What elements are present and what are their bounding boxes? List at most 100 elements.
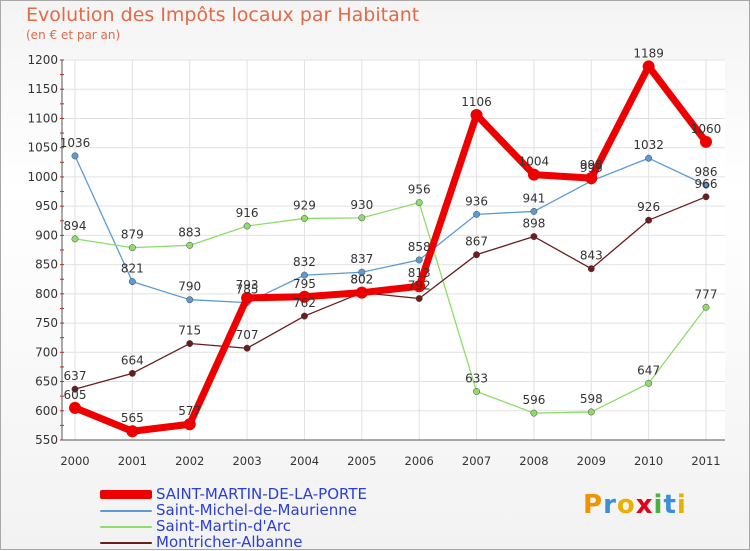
y-tick-label: 1200: [27, 53, 58, 67]
data-point: [702, 303, 710, 311]
data-point: [645, 154, 653, 162]
data-label: 832: [293, 255, 316, 269]
y-tick-label: 850: [35, 258, 58, 272]
logo-letter: P: [583, 490, 604, 520]
data-point: [128, 278, 136, 286]
data-label: 795: [293, 277, 316, 291]
y-tick-label: 600: [35, 404, 58, 418]
data-label: 715: [178, 324, 201, 338]
y-tick-label: 650: [35, 375, 58, 389]
data-point: [301, 312, 308, 320]
data-point: [301, 271, 308, 279]
legend-swatch-saint-michel-de-maurienne: [100, 510, 152, 512]
x-tick-label: 2004: [290, 454, 319, 468]
data-label: 605: [64, 388, 87, 402]
data-point: [413, 280, 426, 293]
series-line: [74, 155, 707, 304]
data-label: 1032: [633, 138, 664, 152]
logo-letter: o: [616, 490, 636, 520]
data-point: [358, 214, 366, 222]
data-label: 941: [522, 191, 545, 205]
data-label: 986: [695, 165, 718, 179]
y-tick-label: 700: [35, 345, 58, 359]
data-label: 956: [408, 183, 431, 197]
x-tick-label: 2006: [405, 454, 434, 468]
data-label: 565: [121, 411, 144, 425]
legend-label: Saint-Martin-d'Arc: [156, 517, 291, 535]
series-line: [74, 196, 707, 390]
data-label: 813: [408, 266, 431, 280]
data-label: 1189: [633, 46, 664, 60]
data-label: 790: [178, 280, 201, 294]
data-label: 930: [350, 198, 373, 212]
data-point: [587, 408, 595, 416]
data-label: 792: [408, 279, 431, 293]
data-label: 821: [121, 262, 144, 276]
data-point: [702, 193, 710, 201]
data-point: [128, 244, 136, 252]
data-label: 879: [121, 228, 144, 242]
x-tick-label: 2002: [175, 454, 204, 468]
series-line: [71, 62, 710, 435]
data-point: [700, 135, 712, 148]
logo-letter: i: [676, 490, 687, 520]
data-point: [645, 379, 653, 387]
data-point: [415, 295, 423, 302]
data-label: 647: [637, 363, 660, 377]
proxiti-logo: Proxiti: [583, 490, 687, 520]
x-tick-label: 2007: [462, 454, 491, 468]
data-label: 596: [522, 393, 545, 407]
data-point: [241, 291, 254, 304]
data-label: 843: [580, 249, 603, 263]
data-label: 1060: [691, 122, 722, 136]
chart-subtitle: (en € et par an): [26, 28, 121, 42]
data-point: [473, 210, 480, 218]
data-point: [71, 152, 79, 160]
data-label: 664: [121, 353, 144, 367]
logo-letter: x: [635, 490, 654, 520]
data-label: 1036: [60, 136, 91, 150]
data-label: 894: [64, 219, 87, 233]
data-point: [128, 369, 136, 377]
data-label: 707: [236, 328, 259, 342]
data-label: 936: [465, 194, 488, 208]
data-point: [183, 418, 196, 431]
data-point: [530, 233, 538, 241]
y-tick-label: 1100: [27, 111, 58, 125]
series-line: [74, 201, 707, 414]
legend-label: SAINT-MARTIN-DE-LA-PORTE: [156, 485, 367, 503]
x-tick-label: 2003: [232, 454, 261, 468]
data-label: 777: [695, 287, 718, 301]
x-tick-label: 2008: [519, 454, 548, 468]
data-point: [415, 199, 423, 207]
x-tick-label: 2001: [118, 454, 147, 468]
data-point: [243, 344, 251, 352]
data-point: [527, 168, 540, 181]
data-point: [587, 265, 595, 273]
data-label: 1004: [519, 155, 550, 169]
y-tick-label: 800: [35, 287, 58, 301]
data-point: [126, 425, 139, 438]
data-point: [642, 60, 655, 73]
data-label: 802: [350, 273, 373, 287]
data-point: [415, 256, 423, 264]
data-point: [585, 172, 598, 185]
y-tick-label: 950: [35, 199, 58, 213]
legend-swatch-saint-martin-d-arc: [100, 526, 152, 528]
y-tick-label: 1050: [27, 141, 58, 155]
data-label: 993: [580, 161, 603, 175]
data-label: 898: [522, 217, 545, 231]
data-point: [186, 296, 194, 304]
data-label: 802: [350, 273, 373, 287]
plot-area: [62, 60, 725, 440]
data-point: [71, 385, 79, 393]
x-tick-label: 2005: [347, 454, 376, 468]
data-label: 633: [465, 371, 488, 385]
data-label: 837: [350, 252, 373, 266]
data-label: 1106: [461, 95, 492, 109]
data-point: [298, 290, 311, 303]
data-label: 916: [236, 206, 259, 220]
y-tick-label: 750: [35, 316, 58, 330]
y-tick-label: 550: [35, 433, 58, 447]
